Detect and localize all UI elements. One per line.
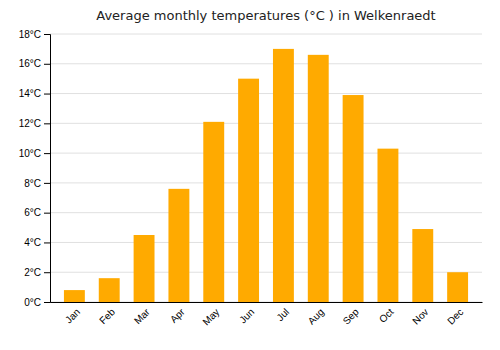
- tick: 12°C: [19, 118, 50, 129]
- tick: May: [200, 302, 221, 327]
- grid-line: [50, 153, 482, 154]
- grid-line: [50, 34, 482, 35]
- tick: 10°C: [19, 148, 50, 159]
- bar: [343, 95, 364, 302]
- axis-line: [44, 35, 51, 303]
- bar: [64, 290, 85, 302]
- grid-line: [50, 182, 482, 183]
- axis-line: [51, 302, 483, 303]
- title: Average monthly temperatures (°C ) in We…: [96, 8, 435, 23]
- tick: Feb: [97, 302, 117, 326]
- bar: [203, 122, 224, 302]
- tick-label: Sep: [341, 306, 362, 327]
- tick-mark: [44, 34, 50, 35]
- x-axis: Jan Feb Mar Apr May Jun Jul Aug Sep Oct Nov Dec: [51, 302, 483, 327]
- bar: [168, 189, 189, 302]
- tick-label: 18°C: [19, 29, 41, 40]
- tick: Jan: [63, 302, 82, 325]
- tick-mark: [44, 242, 50, 243]
- tick: Mar: [132, 302, 152, 326]
- tick-mark: [44, 94, 50, 95]
- tick-label: 12°C: [19, 118, 41, 129]
- tick-label: 8°C: [24, 178, 41, 189]
- tick-label: Aug: [306, 306, 326, 326]
- tick-mark: [44, 153, 50, 154]
- plot-area: 0°C 2°C 4°C 6°C 8°C 10°C 12°C 14°C 16°C 18°C Jan Fe…: [19, 29, 483, 328]
- tick: 2°C: [24, 267, 50, 278]
- tick-mark: [44, 183, 50, 184]
- bar: [447, 272, 468, 302]
- bar: [377, 149, 398, 302]
- tick: 6°C: [24, 207, 50, 218]
- tick-mark: [44, 123, 50, 124]
- tick: 14°C: [19, 88, 50, 99]
- grid-line: [50, 212, 482, 213]
- tick: Oct: [377, 302, 396, 325]
- bar: [412, 229, 433, 302]
- tick: Jul: [274, 302, 291, 323]
- tick-mark: [44, 64, 50, 65]
- tick-label: 0°C: [24, 297, 41, 308]
- tick-label: 6°C: [24, 207, 41, 218]
- y-axis: 0°C 2°C 4°C 6°C 8°C 10°C 12°C 14°C 16°C 18°C: [19, 29, 51, 308]
- chart: 0°C 2°C 4°C 6°C 8°C 10°C 12°C 14°C 16°C 18°C Jan Fe…: [0, 0, 500, 350]
- tick-label: 4°C: [24, 237, 41, 248]
- grid: [50, 34, 482, 302]
- tick-label: Dec: [445, 306, 465, 326]
- tick-mark: [44, 272, 50, 273]
- tick-label: Feb: [97, 306, 117, 326]
- tick: 18°C: [19, 29, 50, 40]
- tick-label: Oct: [377, 306, 396, 325]
- tick-label: Jan: [63, 306, 82, 325]
- bar: [308, 55, 329, 302]
- tick-label: 10°C: [19, 148, 41, 159]
- bar: [134, 235, 155, 302]
- grid-line: [50, 93, 482, 94]
- tick-label: 2°C: [24, 267, 41, 278]
- tick: Nov: [410, 302, 430, 327]
- tick: 16°C: [19, 58, 50, 69]
- tick-mark: [44, 213, 50, 214]
- bar: [273, 49, 294, 302]
- tick-label: 14°C: [19, 88, 41, 99]
- bars: [64, 49, 468, 302]
- tick: 8°C: [24, 178, 50, 189]
- tick-label: Jun: [237, 306, 256, 325]
- tick-label: 16°C: [19, 58, 41, 69]
- tick-label: Apr: [168, 306, 187, 325]
- tick-label: May: [200, 306, 221, 327]
- tick: Dec: [445, 302, 465, 327]
- tick: Apr: [168, 302, 187, 325]
- tick-mark: [44, 302, 50, 303]
- grid-line: [50, 123, 482, 124]
- tick-label: Jul: [274, 306, 291, 323]
- tick: Sep: [341, 302, 362, 327]
- bar: [99, 278, 120, 302]
- tick-label: Mar: [132, 306, 152, 326]
- tick-label: Nov: [410, 306, 430, 326]
- grid-line: [50, 63, 482, 64]
- tick: Jun: [237, 302, 256, 325]
- tick: Aug: [306, 302, 326, 327]
- tick: 0°C: [24, 297, 50, 308]
- tick: 4°C: [24, 237, 50, 248]
- bar: [238, 79, 259, 302]
